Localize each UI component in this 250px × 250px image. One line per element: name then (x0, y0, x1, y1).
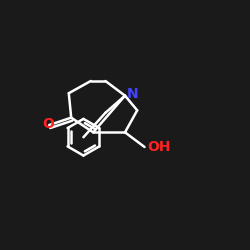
Text: OH: OH (147, 140, 171, 154)
Text: N: N (127, 88, 138, 102)
Text: O: O (42, 117, 54, 131)
